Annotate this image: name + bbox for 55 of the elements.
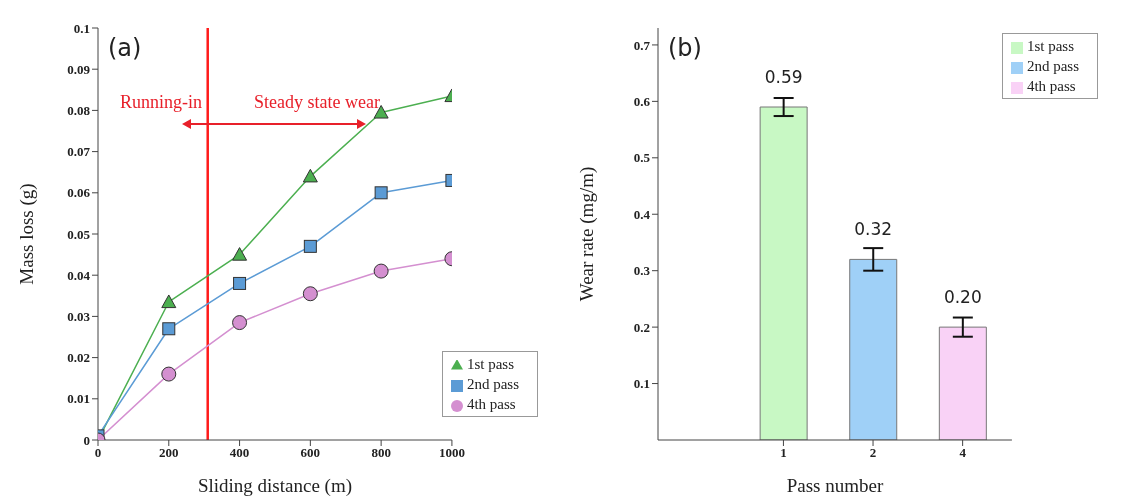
data-label: 0.32 — [854, 219, 893, 240]
x-tick-label: 600 — [300, 445, 321, 461]
legend-label: 2nd pass — [466, 376, 519, 392]
y-axis-title: Mass loss (g) — [15, 183, 38, 285]
point — [162, 322, 176, 336]
y-tick-label: 0.7 — [633, 37, 651, 53]
point — [233, 276, 247, 290]
y-axis-title: Wear rate (mg/m) — [575, 166, 598, 302]
x-tick-label: 200 — [159, 445, 179, 461]
annotation: (a) — [108, 34, 142, 62]
x-tick-label: 800 — [371, 445, 391, 461]
point — [302, 286, 318, 302]
y-tick-label: 0.03 — [67, 309, 91, 325]
y-tick-label: 0 — [83, 432, 90, 448]
point — [373, 263, 389, 279]
x-tick-label: 400 — [229, 445, 250, 461]
point — [161, 294, 177, 309]
y-tick-label: 0.5 — [633, 150, 651, 166]
y-tick-label: 0.06 — [67, 185, 91, 201]
y-tick-label: 0.4 — [633, 206, 651, 222]
y-tick-label: 0.09 — [67, 61, 91, 77]
legend-label: 2nd pass — [1026, 58, 1079, 74]
point — [374, 186, 388, 200]
x-axis-title: Sliding distance (m) — [197, 475, 352, 497]
point — [232, 315, 248, 331]
data-label: 0.59 — [764, 67, 803, 88]
legend-label: 4th pass — [1026, 78, 1076, 94]
annotation: Steady state wear — [254, 92, 380, 113]
y-tick-label: 0.1 — [73, 20, 90, 36]
legend-label: 1st pass — [1026, 38, 1074, 54]
y-tick-label: 0.01 — [67, 391, 90, 407]
data-label: 0.20 — [943, 287, 982, 308]
y-tick-label: 0.04 — [67, 267, 91, 283]
y-tick-label: 0.2 — [633, 319, 650, 335]
point — [302, 168, 318, 183]
legend-label: 1st pass — [466, 356, 514, 372]
point — [161, 366, 177, 382]
x-tick-label: 0 — [94, 445, 102, 461]
y-tick-label: 0.1 — [633, 376, 650, 392]
x-tick-label: 1000 — [438, 445, 465, 461]
y-tick-label: 0.08 — [67, 103, 91, 119]
text: (b) — [668, 34, 702, 62]
y-tick-label: 0.02 — [67, 350, 90, 366]
legend-label: 4th pass — [466, 396, 516, 412]
y-tick-label: 0.3 — [633, 263, 651, 279]
annotation: Running-in — [120, 92, 203, 113]
point — [303, 239, 317, 253]
y-tick-label: 0.6 — [633, 93, 651, 109]
y-tick-label: 0.05 — [67, 226, 91, 242]
x-tick-label: 2 — [869, 445, 877, 461]
x-tick-label: 4 — [959, 445, 967, 461]
x-tick-label: 1 — [780, 445, 787, 461]
point — [232, 247, 248, 261]
y-tick-label: 0.07 — [67, 144, 91, 160]
x-axis-title: Pass number — [786, 475, 884, 496]
